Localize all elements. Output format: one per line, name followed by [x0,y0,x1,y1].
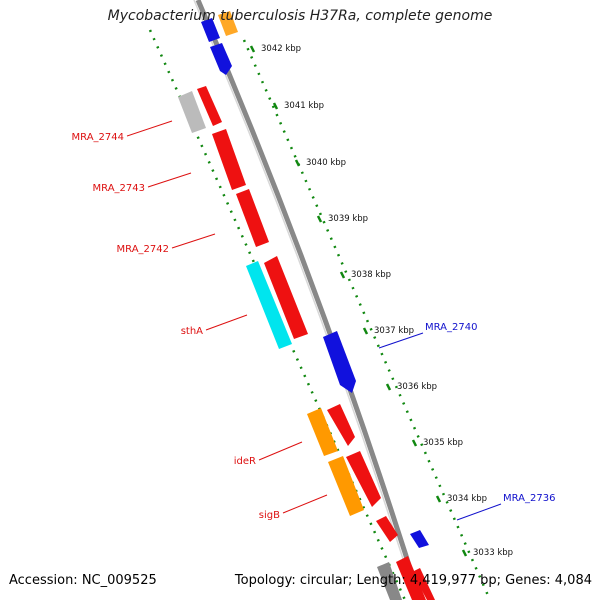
gene-label-ideR: ideR [234,456,256,467]
gene-block-MRA_2743 [212,129,246,190]
tick-mark [411,439,418,447]
tick-mark [316,215,323,223]
gene-block-red [376,516,398,542]
tick-label: 3042 kbp [261,44,301,54]
tick-label: 3041 kbp [284,101,324,111]
tick-label: 3036 kbp [397,382,437,392]
tick-mark [339,271,346,279]
gene-block-red [412,568,435,600]
gene-leader-line [378,332,424,349]
gene-block-blue [210,43,232,75]
accession-text: Accession: NC_009525 [9,573,157,588]
tick-mark [362,327,369,335]
gene-block-MRA_2740 [323,331,356,393]
gene-label-MRA_2740: MRA_2740 [425,322,477,333]
tick-label: 3033 kbp [473,548,513,558]
gene-leader-line [282,494,328,514]
gene-label-sthA: sthA [181,326,203,337]
gene-block-red [346,451,381,507]
gene-leader-line [171,233,216,249]
page-title: Mycobacterium tuberculosis H37Ra, comple… [107,8,493,24]
gene-block-blue [201,18,220,42]
tick-mark [385,383,392,391]
gene-block-sigB [328,456,364,516]
gene-block-red [197,86,222,126]
tick-label: 3034 kbp [447,494,487,504]
gene-block-blue [410,530,429,548]
gene-leader-line [258,441,303,461]
gene-label-MRA_2744: MRA_2744 [72,132,124,143]
topology-text: Topology: circular; Length: 4,419,977 bp… [234,573,592,588]
gene-block-MRA_2742 [236,189,269,247]
gene-leader-line [126,120,173,137]
gene-leader-line [205,314,248,331]
gene-leader-line [456,503,502,521]
gene-leader-line [147,172,192,188]
tick-label: 3038 kbp [351,270,391,280]
gene-block-ideR [307,408,338,456]
tick-label: 3037 kbp [374,326,414,336]
gene-block-red [396,556,426,600]
tick-mark [435,495,442,503]
gene-block-red [327,404,355,446]
gene-block-gray [377,562,402,600]
gene-label-sigB: sigB [259,510,280,521]
gene-block-MRA_2744 [178,91,206,133]
gene-block-red [264,256,308,339]
genome-backbone-highlight [193,0,417,600]
gene-label-MRA_2742: MRA_2742 [117,244,169,255]
tick-mark [272,102,279,110]
tick-label: 3040 kbp [306,158,346,168]
tick-label: 3035 kbp [423,438,463,448]
gene-block-sthA [246,261,292,349]
gene-label-MRA_2736: MRA_2736 [503,493,555,504]
tick-label: 3039 kbp [328,214,368,224]
tick-mark [249,45,256,53]
tick-mark [461,549,468,557]
gene-block-orange [218,11,238,36]
tick-labels: 3042 kbp 3041 kbp 3040 kbp 3039 kbp 3038 kbp… [249,44,513,558]
tick-mark [294,159,301,167]
gene-labels: MRA_2744 MRA_2743 MRA_2742 sthA ideR sigB MRA_… [72,120,555,521]
gene-label-MRA_2743: MRA_2743 [93,183,145,194]
